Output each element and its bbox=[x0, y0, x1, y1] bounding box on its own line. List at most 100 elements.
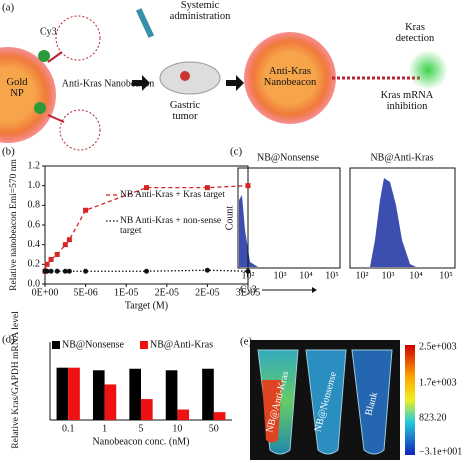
axis-title: Count bbox=[224, 206, 235, 231]
plot-frame bbox=[237, 167, 341, 269]
plot-title: NB@Anti-Kras bbox=[370, 152, 433, 163]
tick-label: 10³ bbox=[382, 270, 395, 281]
colorbar-label: 823.20 bbox=[419, 412, 447, 423]
plot-frame bbox=[349, 167, 456, 269]
colorbar-label: −3.1e+001 bbox=[419, 446, 462, 457]
bar bbox=[202, 368, 214, 420]
marker bbox=[48, 268, 54, 274]
nanobeacon bbox=[244, 32, 336, 124]
dye bbox=[34, 102, 46, 114]
tick-label: 10⁴ bbox=[299, 270, 313, 281]
bar bbox=[165, 370, 178, 420]
marker bbox=[62, 242, 68, 248]
legend-entry: NB Anti-Kras + Kras target bbox=[120, 190, 225, 200]
bar bbox=[129, 368, 141, 420]
x-tick-label: 5 bbox=[139, 423, 144, 434]
legend-entry: NB Anti-Kras + non-sense target bbox=[120, 216, 222, 236]
probe-label: Anti-Kras Nanobeacon bbox=[62, 78, 154, 89]
panel-label: (b) bbox=[2, 146, 15, 158]
histogram bbox=[370, 178, 416, 267]
bar bbox=[141, 399, 153, 420]
y-tick-label: 0.4 bbox=[28, 239, 41, 250]
histogram bbox=[239, 195, 258, 267]
legend-entry: NB@Nonsense bbox=[62, 339, 125, 350]
colorbar-label: 1.7e+003 bbox=[419, 377, 457, 388]
marker bbox=[48, 256, 54, 262]
fluorescence bbox=[408, 50, 448, 90]
y-tick-label: 0.6 bbox=[28, 219, 41, 230]
dye-label: Cy3 bbox=[40, 26, 57, 37]
axis-title: Nanobeacon conc. (nM) bbox=[93, 436, 190, 447]
colorbar bbox=[405, 345, 415, 455]
marker bbox=[204, 267, 210, 273]
tick-label: 10³ bbox=[274, 270, 287, 281]
panel-a: (a) Cy3 Anti-Kras Nanobeacon bbox=[0, 2, 448, 151]
dye bbox=[38, 50, 50, 62]
particle-label: Gold NP bbox=[6, 77, 28, 99]
step-label: Systemic administration bbox=[169, 0, 231, 22]
hairpin bbox=[59, 109, 101, 151]
tick-label: 10⁵ bbox=[439, 270, 453, 281]
probe-label: Anti-Kras Nanobeacon bbox=[263, 66, 317, 88]
marker bbox=[44, 268, 50, 274]
axis-title: Relative nanobeacon Emi=570 nm bbox=[9, 159, 19, 291]
y-tick-label: 1.0 bbox=[28, 180, 41, 191]
tumor bbox=[180, 71, 190, 81]
x-tick-label: 50 bbox=[209, 423, 219, 434]
legend-swatch bbox=[140, 341, 148, 349]
bar bbox=[177, 409, 190, 420]
x-tick-label: 1 bbox=[102, 423, 107, 434]
x-tick-label: 10 bbox=[172, 423, 182, 434]
stem bbox=[47, 114, 65, 123]
marker bbox=[144, 185, 149, 191]
x-tick-label: 0E+00 bbox=[32, 287, 59, 298]
y-tick-label: 0.8 bbox=[28, 200, 41, 211]
panel-c: (c) NB@Nonsense NB@Anti-Kras 10² 10³ 10⁴… bbox=[224, 146, 456, 295]
bar bbox=[104, 384, 117, 420]
tick-label: 10⁴ bbox=[409, 270, 423, 281]
mouse bbox=[159, 61, 221, 95]
y-tick-label: 0.2 bbox=[28, 259, 41, 270]
axis-title: Cy3 bbox=[240, 284, 257, 295]
marker bbox=[144, 268, 149, 274]
tumor-label: Gastric tumor bbox=[169, 100, 201, 122]
marker bbox=[54, 252, 60, 257]
x-tick-label: 2E-05 bbox=[195, 287, 219, 298]
marker bbox=[245, 183, 251, 189]
tube bbox=[305, 349, 347, 455]
bar bbox=[213, 412, 226, 420]
panel-label: (d) bbox=[2, 334, 15, 346]
legend-swatch bbox=[52, 341, 60, 349]
legend-entry: NB@Anti-Kras bbox=[150, 339, 213, 350]
marker bbox=[54, 268, 60, 274]
x-tick-label: 5E-06 bbox=[73, 287, 97, 298]
marker bbox=[66, 268, 72, 274]
tube bbox=[351, 349, 393, 455]
arrow-head bbox=[312, 287, 317, 293]
y-tick-label: 1.2 bbox=[28, 160, 41, 171]
stem bbox=[47, 51, 63, 63]
bar bbox=[56, 367, 69, 420]
arrow bbox=[226, 75, 244, 91]
x-tick-label: 0.1 bbox=[62, 423, 75, 434]
x-tick-label: 1E-05 bbox=[114, 287, 138, 298]
marker bbox=[44, 261, 50, 267]
y-tick-label: 0.0 bbox=[28, 278, 41, 289]
panel-e: (e) NB@Anti-Kras NB@Nonsense Blank 2.5e+… bbox=[240, 336, 462, 460]
gold-np bbox=[0, 47, 56, 143]
bar bbox=[68, 367, 80, 420]
inhibition-label: Kras mRNA inhibition bbox=[380, 90, 434, 112]
marker bbox=[204, 185, 210, 191]
bar bbox=[92, 370, 105, 420]
panel-label: (c) bbox=[230, 146, 243, 158]
x-tick-label: 3E-05 bbox=[236, 287, 260, 298]
panel-label: (e) bbox=[240, 336, 253, 348]
x-tick-label: 2E-05 bbox=[155, 287, 179, 298]
panel-label: (a) bbox=[2, 2, 15, 14]
hairpin bbox=[55, 15, 101, 61]
syringe bbox=[135, 8, 155, 38]
tick-label: 10⁵ bbox=[325, 270, 339, 281]
axis-title: Relative Kras/GAPDH mRNA level bbox=[11, 311, 21, 449]
